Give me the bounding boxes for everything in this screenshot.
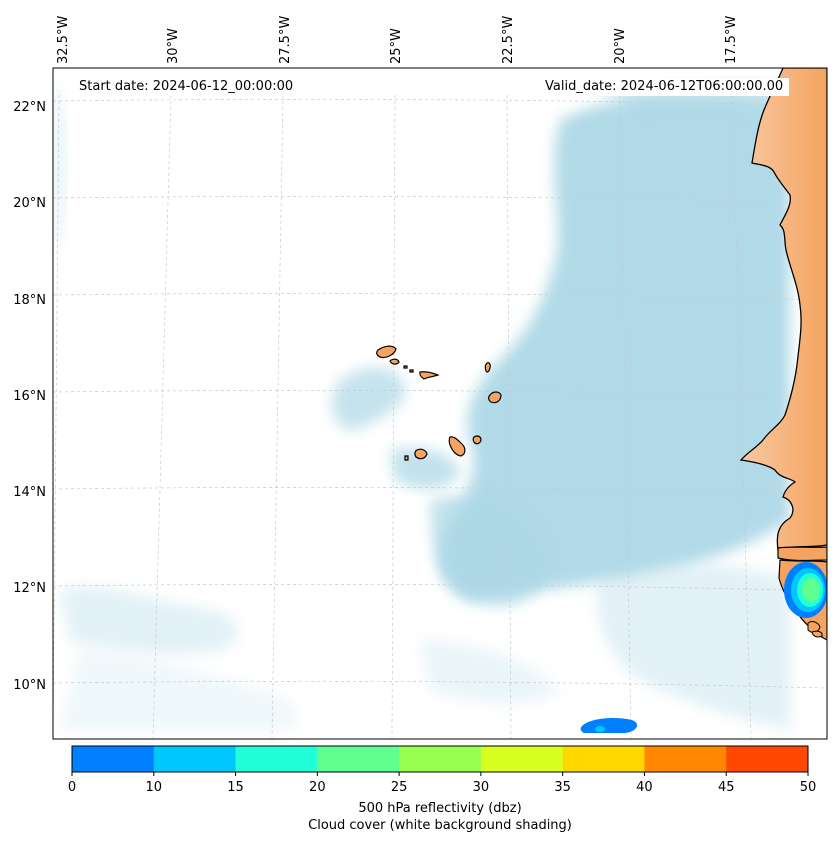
colorbar-tick-label: 25 [391, 780, 408, 795]
lat-label: 20°N [13, 196, 46, 211]
map-frame [52, 67, 828, 740]
colorbar-tick-label: 30 [473, 780, 490, 795]
colorbar-segment [72, 746, 155, 772]
colorbar-label: 500 hPa reflectivity (dbz) [358, 801, 522, 816]
lat-label: 10°N [13, 678, 46, 693]
lat-label: 22°N [13, 100, 46, 115]
colorbar-segment [562, 746, 645, 772]
graticule-lines [53, 94, 827, 739]
lon-label: 25°W [389, 28, 404, 64]
colorbar-tick-label: 45 [718, 780, 735, 795]
lon-label: 22.5°W [501, 16, 516, 64]
lon-label: 27.5°W [278, 16, 293, 64]
cape-verde-islands [376, 345, 502, 461]
lon-label: 32.5°W [56, 16, 71, 64]
colorbar-tick-label: 50 [800, 780, 817, 795]
reflectivity-cells [580, 562, 827, 733]
colorbar-segment [399, 746, 482, 772]
colorbar-segment [235, 746, 318, 772]
lat-label: 12°N [13, 581, 46, 596]
colorbar-segment [153, 746, 237, 772]
lon-label: 30°W [166, 28, 181, 64]
lat-label: 16°N [13, 389, 46, 404]
colorbar-segment [480, 746, 564, 772]
colorbar-segment [726, 746, 809, 772]
start-date-label: Start date: 2024-06-12_00:00:00 [73, 78, 300, 96]
lon-label: 17.5°W [724, 16, 739, 64]
longitude-labels: 32.5°W 30°W 27.5°W 25°W 22.5°W 20°W 17.5… [56, 16, 739, 64]
valid-date-label: Valid_date: 2024-06-12T06:00:00.00 [539, 78, 790, 96]
lat-label: 14°N [13, 485, 46, 500]
lat-label: 18°N [13, 293, 46, 308]
colorbar-sublabel: Cloud cover (white background shading) [308, 818, 572, 833]
latitude-labels: 22°N 20°N 18°N 16°N 14°N 12°N 10°N [13, 100, 46, 693]
colorbar-tick-label: 20 [309, 780, 326, 795]
colorbar-tick-label: 10 [146, 780, 163, 795]
colorbar-tick-label: 40 [636, 780, 653, 795]
colorbar-tick-label: 35 [554, 780, 571, 795]
colorbar-tick-label: 0 [68, 780, 76, 795]
colorbar-tick-label: 15 [227, 780, 244, 795]
colorbar: 0 10 15 20 25 30 35 40 45 50 [68, 745, 817, 795]
lon-label: 20°W [613, 28, 628, 64]
colorbar-segment [644, 746, 727, 772]
colorbar-frame [71, 745, 809, 773]
colorbar-segment [317, 746, 400, 772]
